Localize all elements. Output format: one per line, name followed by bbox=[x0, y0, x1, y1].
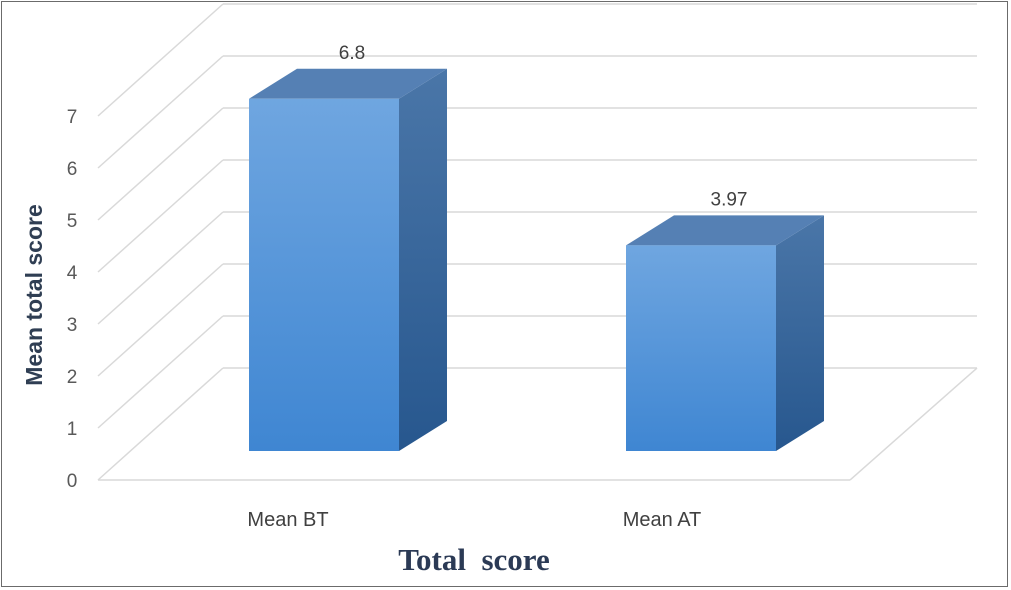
gridline-diagonal bbox=[97, 3, 224, 117]
gridline-diagonal bbox=[97, 367, 224, 481]
bar-1: 6.8 bbox=[249, 43, 447, 451]
y-tick-label: 3 bbox=[67, 315, 78, 336]
bar-side bbox=[776, 215, 824, 451]
x-tick-label: Mean BT bbox=[247, 509, 328, 531]
x-axis-title: Total score bbox=[398, 542, 550, 577]
x-tick-labels: Mean BT Mean AT bbox=[247, 509, 701, 531]
gridline-diagonal bbox=[97, 315, 224, 429]
floor-side-edge bbox=[849, 367, 978, 481]
bar-front bbox=[626, 245, 776, 451]
bar-top bbox=[626, 215, 824, 246]
gridline-diagonal bbox=[97, 263, 224, 377]
data-label: 6.8 bbox=[339, 43, 365, 64]
gridline-diagonal bbox=[97, 55, 224, 169]
y-tick-label: 1 bbox=[67, 419, 78, 440]
bar-side bbox=[399, 68, 447, 451]
y-tick-label: 4 bbox=[67, 263, 78, 284]
y-tick-label: 7 bbox=[67, 107, 78, 128]
gridlines bbox=[97, 3, 978, 481]
y-tick-label: 5 bbox=[67, 211, 78, 232]
y-tick-label: 0 bbox=[67, 471, 78, 492]
y-tick-labels: 0 1 2 3 4 5 6 7 bbox=[67, 107, 78, 492]
bar-top bbox=[249, 68, 447, 99]
x-tick-label: Mean AT bbox=[623, 509, 702, 531]
y-tick-label: 6 bbox=[67, 159, 78, 180]
data-label: 3.97 bbox=[711, 189, 748, 210]
gridline-diagonal bbox=[97, 107, 224, 221]
bar-front bbox=[249, 98, 399, 451]
bar-2: 3.97 bbox=[626, 189, 824, 451]
y-axis-title: Mean total score bbox=[21, 204, 47, 386]
bars: 6.8 3.97 bbox=[249, 43, 824, 451]
gridline-diagonal bbox=[97, 211, 224, 325]
gridline-diagonal bbox=[97, 159, 224, 273]
y-tick-label: 2 bbox=[67, 367, 78, 388]
